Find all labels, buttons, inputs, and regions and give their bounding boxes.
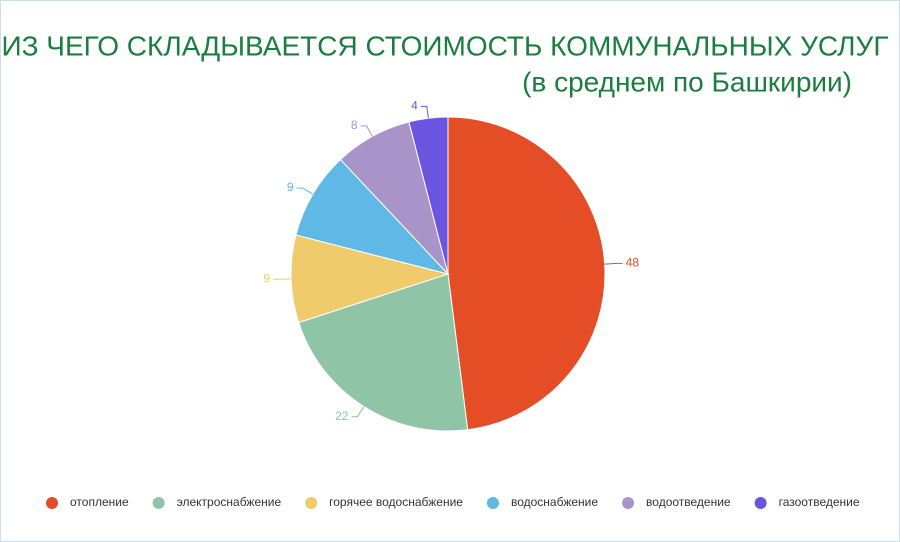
leader-line <box>360 125 373 137</box>
leader-line <box>351 406 365 418</box>
chart-title: ИЗ ЧЕГО СКЛАДЫВАЕТСЯ СТОИМОСТЬ КОММУНАЛЬ… <box>1 30 888 61</box>
legend-label: отопление <box>70 495 129 509</box>
data-label: 22 <box>335 409 349 423</box>
data-label: 8 <box>351 118 358 132</box>
pie-slice <box>447 116 606 431</box>
legend-marker <box>152 497 165 509</box>
pie-slice <box>295 158 450 275</box>
legend-marker <box>46 497 58 509</box>
legend-label: электроснабжение <box>177 495 282 509</box>
pie-slice <box>290 234 450 324</box>
leader-line <box>604 262 623 265</box>
legend-marker <box>754 497 767 509</box>
data-label: 48 <box>626 256 640 270</box>
data-label: 9 <box>287 180 294 194</box>
leader-line <box>296 187 314 195</box>
legend-marker <box>622 497 635 509</box>
pie-slice <box>298 273 469 432</box>
legend-marker <box>486 497 499 509</box>
data-label: 9 <box>263 271 270 285</box>
chart-subtitle: (в среднем по Башкирии) <box>522 66 852 97</box>
legend-marker <box>305 497 318 509</box>
legend-label: газоотведение <box>779 495 860 509</box>
data-label: 4 <box>411 99 418 113</box>
legend-label: горячее водоснабжение <box>329 495 463 509</box>
legend-label: водоотведение <box>646 495 731 509</box>
leader-line <box>420 105 429 119</box>
legend-label: водоснабжение <box>511 495 598 509</box>
